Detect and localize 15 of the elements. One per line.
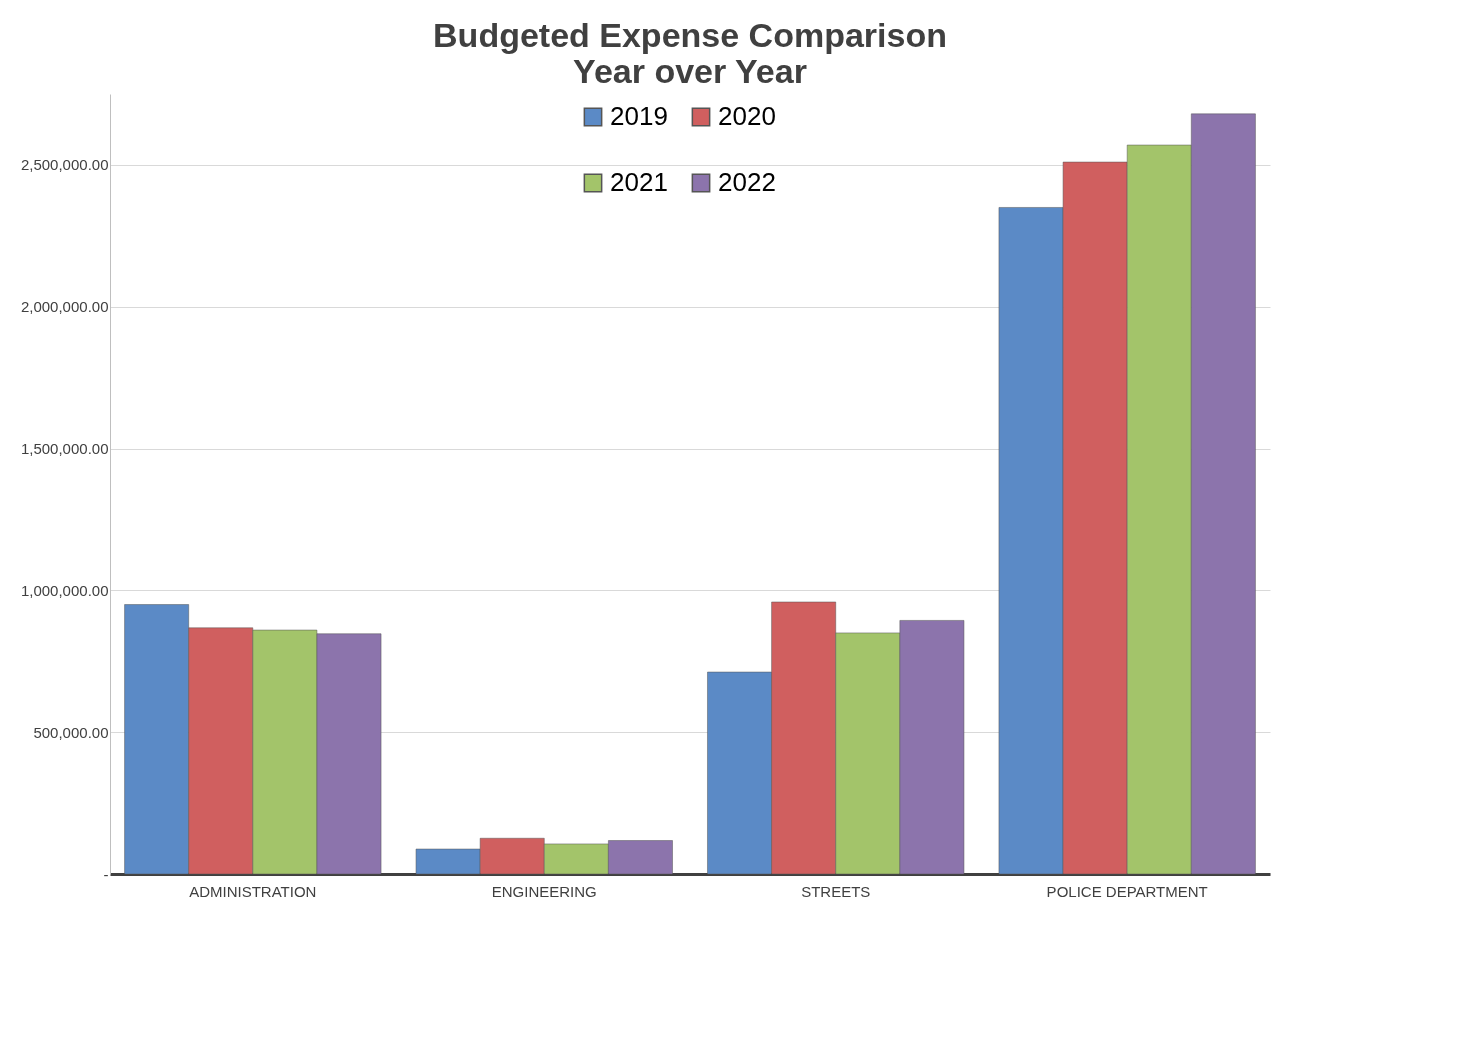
legend-label: 2021 [610,167,668,197]
y-tick-label: 2,000,000.00 [20,298,109,316]
x-tick-label: POLICE DEPARTMENT [1046,882,1208,900]
y-tick-label: 1,500,000.00 [20,440,109,458]
y-tick-label: 2,500,000.00 [20,156,109,174]
legend-label: 2019 [610,101,668,131]
legend-label: 2022 [718,167,776,197]
x-tick-label: STREETS [801,882,871,900]
y-tick-label: - [103,865,109,883]
y-tick-label: 500,000.00 [33,723,109,741]
x-tick-label: ENGINEERING [491,882,597,900]
y-tick-label: 1,000,000.00 [20,581,109,599]
legend-label: 2020 [718,101,776,131]
x-tick-label: ADMINISTRATION [189,882,317,900]
chart-title: Budgeted Expense Comparison Year over Year [433,16,947,90]
